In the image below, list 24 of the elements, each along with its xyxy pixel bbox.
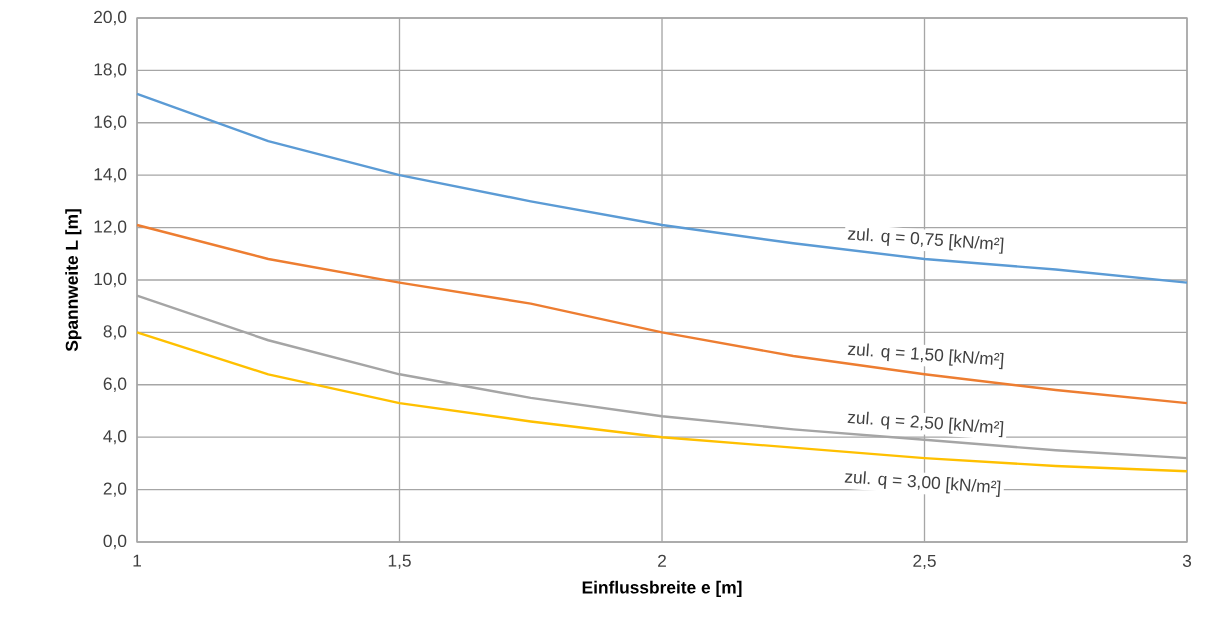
y-tick-label: 14,0	[94, 168, 127, 183]
y-tick-label: 4,0	[103, 430, 127, 445]
annotation: zul. q = 1,50 [kN/m²]	[847, 343, 1004, 370]
y-tick-label: 0,0	[103, 534, 127, 550]
annotation: zul. q = 2,50 [kN/m²]	[847, 411, 1004, 438]
y-tick-label: 10,0	[94, 272, 127, 288]
annotation: zul. q = 3,00 [kN/m²]	[844, 471, 1001, 497]
x-tick-label: 2	[658, 554, 666, 567]
x-tick-label: 2,5	[913, 554, 936, 570]
x-tick-label: 1,5	[388, 554, 411, 569]
line-series	[135, 223, 1189, 405]
y-tick-label: 16,0	[94, 115, 127, 130]
x-axis-title: Einflussbreite e [m]	[582, 580, 742, 597]
y-tick-label: 12,0	[94, 220, 127, 235]
x-tick-label: 3	[1182, 554, 1192, 567]
y-tick-label: 6,0	[103, 377, 127, 392]
y-tick-label: 2,0	[103, 482, 127, 497]
y-tick-label: 20,0	[94, 10, 127, 26]
annotation: zul. q = 0,75 [kN/m²]	[847, 228, 1004, 254]
y-axis-title: Spannweite L [m]	[65, 209, 82, 352]
line-series	[135, 92, 1189, 284]
x-tick-label: 1	[133, 554, 141, 567]
y-tick-label: 18,0	[94, 63, 127, 78]
y-tick-label: 8,0	[103, 325, 127, 340]
